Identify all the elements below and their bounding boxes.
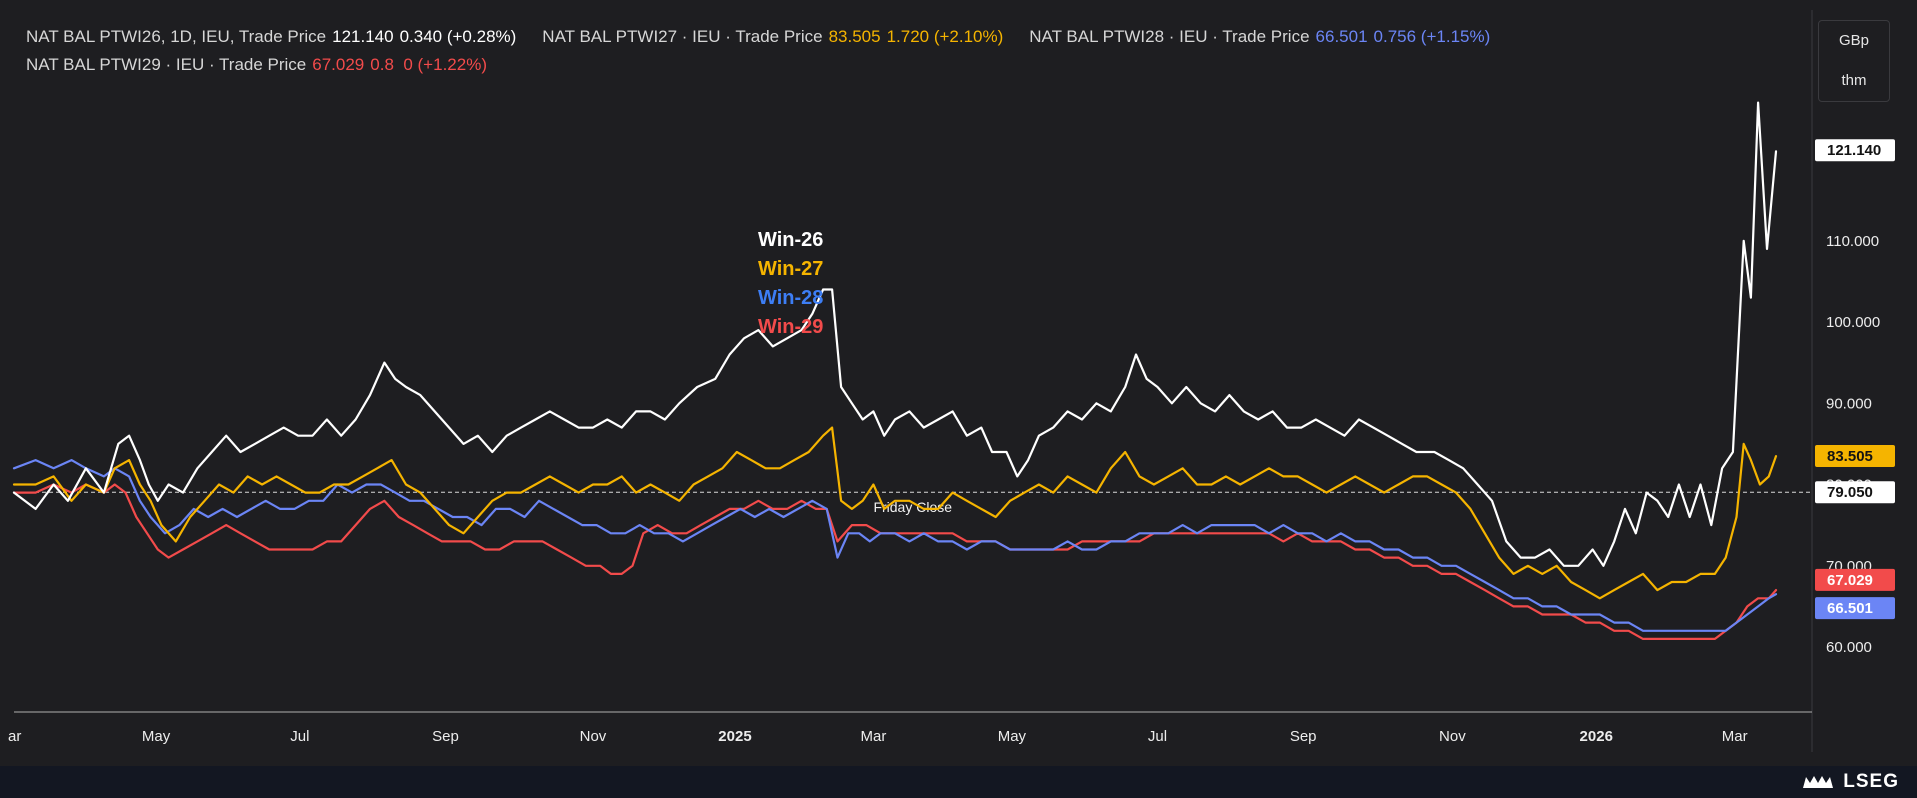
friday-close-badge: 79.050 (1827, 484, 1873, 501)
series-line-win-28 (12, 459, 1778, 632)
y-tick-label: 60.000 (1826, 639, 1872, 656)
series-annotation-win-28: Win-28 (758, 287, 823, 309)
price-badge-win26: 121.140 (1827, 142, 1881, 159)
friday-close-badge-bg (1815, 481, 1895, 504)
x-tick-label: Sep (1290, 728, 1317, 745)
y-tick-label: 90.000 (1826, 395, 1872, 412)
price-badge-win26-bg (1815, 139, 1895, 162)
x-tick-label: May (998, 728, 1027, 745)
legend-series-change: 0.340 (+0.28%) (399, 27, 517, 46)
legend-series-price: 67.029 (312, 55, 365, 74)
series-annotation-win-26: Win-26 (758, 229, 823, 251)
legend-series-price: 66.501 (1315, 27, 1368, 46)
x-tick-label: May (142, 728, 171, 745)
brand-name: LSEG (1843, 771, 1899, 792)
legend-series-change: 0.8 0 (+1.22%) (370, 55, 487, 74)
plot-frame (14, 10, 1813, 752)
legend-row-1: NAT BAL PTWI26, 1D, IEU, Trade Price 121… (26, 27, 1516, 47)
x-tick-label: 2025 (718, 728, 751, 745)
legend-item-win29[interactable]: NAT BAL PTWI29 · IEU · Trade Price 67.02… (26, 55, 487, 75)
series-annotation-win-29: Win-29 (758, 316, 823, 338)
legend-item-win28[interactable]: NAT BAL PTWI28 · IEU · Trade Price 66.50… (1029, 27, 1490, 47)
series-layer (12, 101, 1778, 641)
x-tick-label: Mar (861, 728, 887, 745)
price-badge-win28: 66.501 (1827, 600, 1873, 617)
x-tick-label: Nov (580, 728, 607, 745)
x-tick-label: Nov (1439, 728, 1466, 745)
series-line-win-27 (12, 426, 1778, 600)
y-tick-label: 100.000 (1826, 314, 1880, 331)
legend-series-change: 0.756 (+1.15%) (1373, 27, 1491, 46)
legend-series-price: 83.505 (828, 27, 881, 46)
chart-svg: Friday Close 60.00070.00080.00090.000100… (8, 10, 1895, 752)
legend-series-name: NAT BAL PTWI26, 1D, IEU, Trade Price (26, 27, 327, 46)
price-badges: 79.050 121.140 83.505 67.029 66.501 (1815, 139, 1895, 620)
lion-crest-icon (1803, 776, 1834, 788)
y-tick-label: 110.000 (1826, 233, 1879, 250)
legend-item-win27[interactable]: NAT BAL PTWI27 · IEU · Trade Price 83.50… (542, 27, 1003, 47)
x-tick-label: 2026 (1580, 728, 1613, 745)
price-badge-win27-bg (1815, 445, 1895, 468)
legend-row-2: NAT BAL PTWI29 · IEU · Trade Price 67.02… (26, 55, 513, 75)
footer-bar (0, 766, 1917, 798)
legend-series-price: 121.140 (332, 27, 394, 46)
measure-unit[interactable]: thm (1841, 72, 1867, 89)
price-badge-win27: 83.505 (1827, 448, 1873, 465)
legend-series-name: NAT BAL PTWI28 · IEU · Trade Price (1029, 27, 1310, 46)
x-tick-label: Jul (1148, 728, 1167, 745)
price-badge-win28-bg (1815, 597, 1895, 620)
brand-logo: LSEG (1801, 771, 1899, 793)
x-tick-label: Jul (290, 728, 309, 745)
series-annotation-win-27: Win-27 (758, 258, 823, 280)
legend-series-name: NAT BAL PTWI29 · IEU · Trade Price (26, 55, 307, 74)
time-axis[interactable]: ar May Jul Sep Nov 2025 Mar May Jul Sep Nov 2026 Mar (8, 728, 1748, 745)
x-tick-label: Sep (432, 728, 459, 745)
legend-series-name: NAT BAL PTWI27 · IEU · Trade Price (542, 27, 823, 46)
unit-selector[interactable]: GBp thm (1818, 20, 1890, 102)
currency-unit[interactable]: GBp (1838, 32, 1869, 49)
x-tick-label: ar (8, 728, 21, 745)
price-badge-win29: 67.029 (1827, 572, 1873, 589)
series-line-win-26 (12, 101, 1778, 567)
x-tick-label: Mar (1722, 728, 1748, 745)
price-badge-win29-bg (1815, 568, 1895, 591)
legend-item-win26[interactable]: NAT BAL PTWI26, 1D, IEU, Trade Price 121… (26, 27, 516, 47)
series-annotations: Win-26 Win-27 Win-28 Win-29 (758, 229, 823, 338)
legend-series-change: 1.720 (+2.10%) (886, 27, 1004, 46)
